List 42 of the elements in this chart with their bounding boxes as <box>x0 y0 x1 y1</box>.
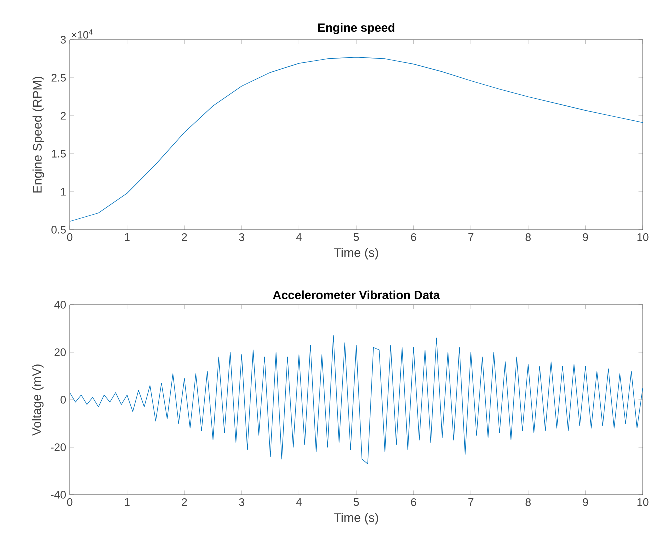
x-tick-label: 7 <box>468 234 474 242</box>
x-tick-label: 2 <box>182 234 188 242</box>
y-tick-label: 2 <box>60 112 66 120</box>
x-tick-label: 7 <box>468 498 474 506</box>
y-tick-label: 0.5 <box>52 226 66 234</box>
x-tick-label: 9 <box>583 498 588 506</box>
y-tick-label: -40 <box>51 491 66 499</box>
x-tick-label: 3 <box>239 498 244 506</box>
x-tick-label: 10 <box>638 498 649 506</box>
y-axis-title: Voltage (mV) <box>32 364 44 436</box>
x-tick-label: 0 <box>67 498 73 506</box>
y-tick-label: 1.5 <box>52 150 66 158</box>
y-tick-label: 3 <box>60 36 66 44</box>
x-tick-label: 8 <box>526 234 531 242</box>
y-tick-label: 2.5 <box>52 74 66 82</box>
x-tick-label: 5 <box>354 498 360 506</box>
x-tick-label: 9 <box>583 234 588 242</box>
y-tick-label: 20 <box>54 348 66 356</box>
y-axis-title: Engine Speed (RPM) <box>32 76 44 193</box>
x-tick-label: 1 <box>125 234 130 242</box>
y-tick-label: -20 <box>51 444 66 452</box>
x-tick-label: 8 <box>526 498 531 506</box>
x-tick-label: 1 <box>125 498 130 506</box>
line-series <box>70 57 644 222</box>
x-tick-label: 5 <box>354 234 360 242</box>
x-tick-label: 10 <box>638 234 649 242</box>
x-tick-label: 6 <box>411 498 416 506</box>
y-tick-label: 1 <box>61 188 66 196</box>
x-tick-label: 3 <box>239 234 244 242</box>
x-tick-label: 4 <box>296 234 302 242</box>
y-tick-label: 40 <box>54 301 66 309</box>
x-axis-title: Time (s) <box>334 248 378 260</box>
y-tick-label: 0 <box>60 396 66 404</box>
text: ×10$^{4}$ <box>72 30 93 39</box>
x-tick-label: 0 <box>67 234 73 242</box>
x-axis-title: Time (s) <box>334 513 378 525</box>
x-tick-label: 2 <box>182 498 188 506</box>
x-tick-label: 4 <box>296 498 302 506</box>
line-series <box>70 336 644 464</box>
x-tick-label: 6 <box>411 234 416 242</box>
chart-title: Accelerometer Vibration Data <box>273 290 440 300</box>
chart-title: Engine speed <box>318 23 395 34</box>
